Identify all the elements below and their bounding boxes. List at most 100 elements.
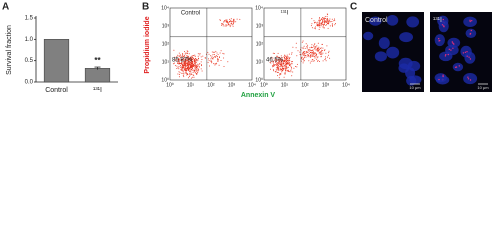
event-dot — [231, 20, 233, 22]
event-dot — [287, 69, 289, 71]
event-dot — [216, 52, 218, 54]
event-dot — [331, 18, 333, 20]
event-dot — [319, 61, 320, 62]
foci — [467, 76, 469, 78]
event-dot — [328, 54, 329, 56]
foci — [438, 38, 440, 40]
event-dot — [186, 70, 188, 72]
event-dot — [186, 74, 188, 76]
event-dot — [211, 55, 213, 57]
event-dot — [283, 63, 285, 65]
event-dot — [219, 19, 221, 21]
event-dot — [232, 23, 234, 25]
event-dot — [174, 60, 176, 62]
event-dot — [290, 71, 292, 73]
nucleus — [378, 37, 390, 50]
event-dot — [211, 61, 213, 63]
event-dot — [328, 52, 330, 54]
event-dot — [290, 69, 292, 71]
event-dot — [301, 58, 303, 60]
event-dot — [324, 50, 325, 52]
nucleus — [452, 62, 464, 72]
event-dot — [200, 61, 202, 63]
y-tick-label: 10⁰ — [255, 77, 263, 83]
event-dot — [280, 59, 282, 61]
event-dot — [313, 45, 315, 47]
event-dot — [187, 70, 189, 72]
event-dot — [313, 52, 315, 54]
event-dot — [214, 51, 216, 53]
event-dot — [276, 63, 278, 65]
event-dot — [284, 72, 286, 74]
event-dot — [232, 24, 234, 26]
event-dot — [321, 43, 323, 45]
event-dot — [176, 59, 178, 61]
event-dot — [314, 22, 315, 24]
event-dot — [287, 60, 289, 62]
event-dot — [192, 64, 193, 66]
event-dot — [230, 24, 232, 26]
event-dot — [318, 50, 320, 52]
event-dot — [312, 55, 314, 57]
event-dot — [181, 60, 183, 62]
event-dot — [219, 19, 221, 21]
event-dot — [182, 75, 184, 76]
event-dot — [277, 56, 279, 58]
event-dot — [310, 25, 312, 27]
event-dot — [286, 62, 288, 64]
event-dot — [276, 70, 278, 72]
event-dot — [184, 51, 185, 53]
event-dot — [319, 24, 321, 26]
event-dot — [275, 64, 277, 66]
event-dot — [215, 56, 217, 58]
y-tick-label: 10⁰ — [161, 77, 169, 83]
plot-title: Control — [181, 11, 200, 17]
x-tick-label: Control — [45, 87, 68, 94]
y-tick-label: 10³ — [256, 23, 264, 29]
event-dot — [227, 61, 229, 63]
panel-label: C — [350, 2, 357, 13]
event-dot — [194, 54, 196, 56]
event-dot — [329, 18, 331, 20]
nucleus — [386, 46, 400, 59]
event-dot — [181, 66, 183, 68]
event-dot — [194, 63, 196, 65]
event-dot — [182, 66, 183, 68]
event-dot — [316, 24, 318, 26]
event-dot — [291, 53, 293, 55]
event-dot — [310, 50, 312, 52]
event-dot — [184, 62, 186, 64]
event-dot — [180, 56, 182, 58]
event-dot — [270, 60, 272, 62]
event-dot — [184, 58, 186, 60]
event-dot — [310, 56, 312, 58]
event-dot — [313, 54, 315, 56]
event-dot — [197, 68, 199, 70]
event-dot — [318, 49, 320, 51]
event-dot — [208, 53, 210, 55]
event-dot — [291, 75, 293, 77]
event-dot — [195, 60, 197, 62]
event-dot — [236, 18, 238, 20]
event-dot — [290, 67, 292, 68]
x-tick-label: 10⁴ — [248, 82, 256, 88]
event-dot — [330, 21, 332, 23]
foci — [438, 78, 440, 81]
event-dot — [217, 60, 219, 62]
event-dot — [318, 19, 320, 21]
event-dot — [283, 56, 285, 58]
event-dot — [311, 44, 313, 46]
event-dot — [277, 59, 279, 61]
event-dot — [307, 51, 309, 53]
event-dot — [274, 64, 275, 66]
event-dot — [323, 27, 325, 29]
event-dot — [320, 55, 322, 57]
figure: A Survival fraction B Propidium iodide A… — [2, 2, 492, 99]
event-dot — [188, 76, 190, 77]
event-dot — [310, 55, 312, 57]
event-dot — [317, 23, 319, 25]
event-dot — [314, 56, 316, 58]
event-dot — [324, 59, 326, 60]
event-dot — [182, 56, 184, 58]
event-dot — [314, 52, 316, 54]
